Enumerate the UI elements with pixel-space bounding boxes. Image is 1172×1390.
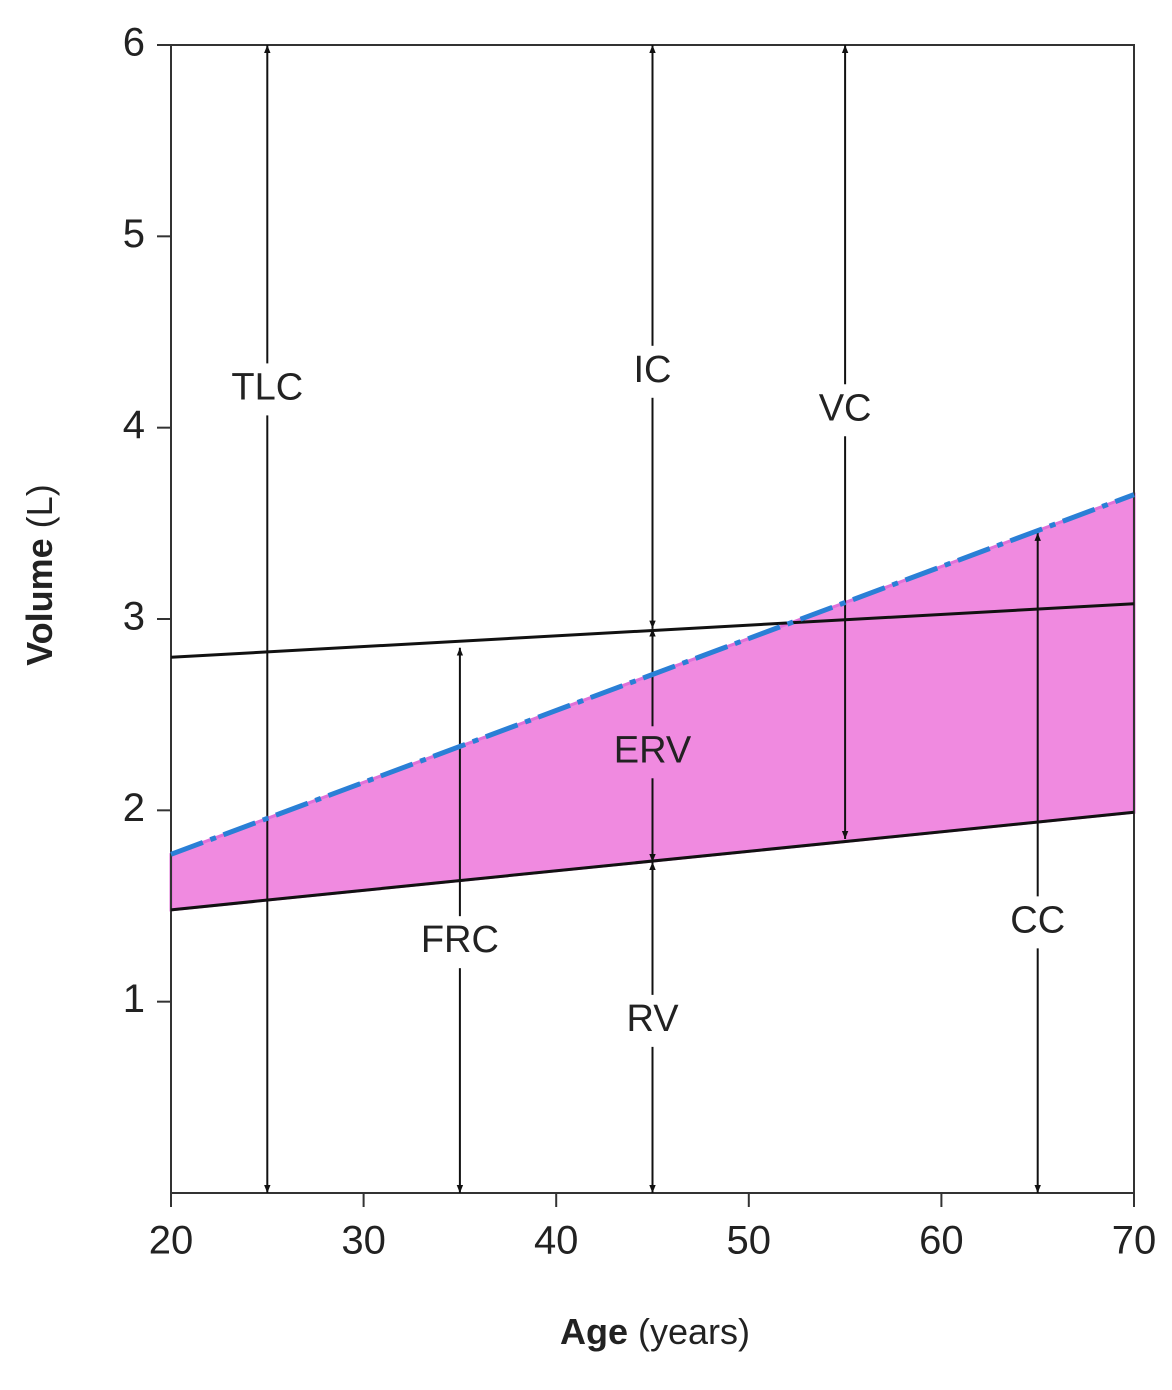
x-axis-label-bold: Age [560, 1311, 628, 1352]
series-line [170, 492, 1135, 857]
y-tick-label: 2 [123, 786, 145, 830]
arrow-label: VC [819, 387, 872, 429]
series-line [170, 810, 1135, 912]
label-gap [814, 384, 877, 437]
x-tick-label: 40 [534, 1219, 579, 1263]
y-tick-label: 1 [123, 977, 145, 1021]
y-tick-label: 6 [123, 21, 145, 65]
x-tick-label: 60 [919, 1219, 964, 1263]
y-tick-label: 4 [123, 403, 145, 447]
label-gap [621, 345, 684, 398]
x-tick-label: 70 [1112, 1219, 1157, 1263]
label-gap [415, 916, 504, 969]
arrow-label: RV [626, 998, 679, 1040]
x-tick-label: 30 [341, 1219, 386, 1263]
arrow-label: FRC [421, 919, 499, 961]
y-tick-label: 3 [123, 595, 145, 639]
arrow-label: IC [634, 349, 672, 391]
label-gap [621, 994, 684, 1047]
y-axis-label-bold: Volume [19, 538, 60, 665]
y-axis-label: Volume (L) [19, 484, 60, 665]
label-gap [608, 726, 697, 779]
y-tick-label: 5 [123, 212, 145, 256]
label-gap [1006, 896, 1069, 949]
label-gap [223, 363, 312, 416]
series-line [170, 602, 1135, 659]
x-axis-label: Age (years) [560, 1311, 750, 1352]
y-axis-label-unit: (L) [19, 484, 60, 528]
arrow-label: TLC [231, 366, 303, 408]
arrow-label: ERV [614, 729, 692, 771]
x-axis-label-unit: (years) [638, 1311, 750, 1352]
x-tick-label: 20 [149, 1219, 194, 1263]
x-tick-label: 50 [727, 1219, 772, 1263]
arrow-label: CC [1010, 899, 1065, 941]
